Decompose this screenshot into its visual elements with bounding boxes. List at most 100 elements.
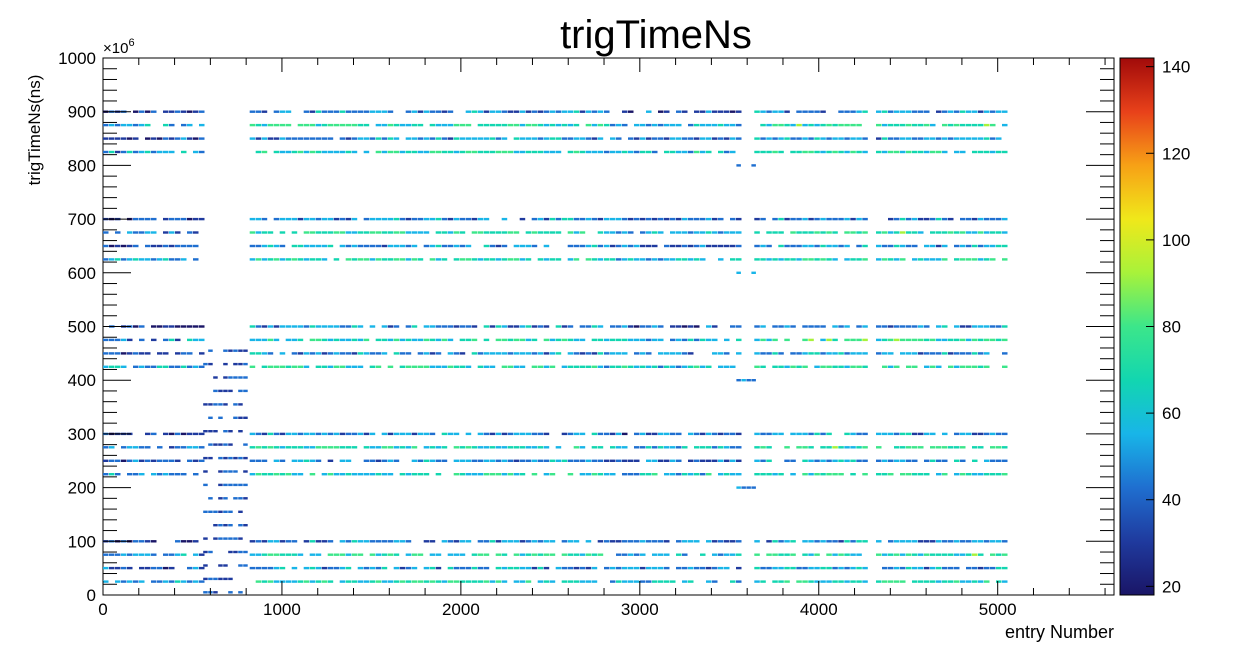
heatmap-cell: [489, 325, 496, 328]
heatmap-cell: [670, 325, 676, 328]
heatmap-cell: [543, 352, 550, 355]
heatmap-cell: [820, 432, 826, 436]
heatmap-cell: [882, 352, 888, 355]
heatmap-cell: [984, 258, 990, 261]
heatmap-cell: [820, 365, 826, 368]
heatmap-cell: [591, 365, 598, 368]
heatmap-cell: [151, 258, 157, 261]
heatmap-cell: [279, 540, 286, 543]
heatmap-cell: [339, 459, 346, 462]
heatmap-cell: [876, 231, 882, 234]
heatmap-cell: [255, 110, 262, 113]
heatmap-cell: [315, 446, 322, 449]
heatmap-cell: [513, 473, 520, 476]
heatmap-cell: [900, 459, 906, 462]
heatmap-cell: [345, 217, 352, 221]
heatmap-cell: [808, 231, 814, 234]
heatmap-cell: [279, 110, 286, 113]
heatmap-cell: [531, 352, 538, 355]
heatmap-cell: [706, 231, 712, 234]
heatmap-cell: [375, 365, 382, 368]
heatmap-cell: [676, 137, 682, 140]
heatmap-cell: [930, 338, 936, 342]
heatmap-cell: [640, 566, 646, 570]
heatmap-cell: [465, 446, 472, 449]
heatmap-cell: [303, 566, 310, 570]
heatmap-cell: [507, 150, 514, 154]
heatmap-cell: [882, 325, 888, 328]
heatmap-cell: [435, 217, 442, 221]
heatmap-cell: [628, 459, 634, 462]
heatmap-cell: [888, 325, 894, 328]
heatmap-cell: [894, 123, 900, 127]
heatmap-cell: [169, 325, 175, 328]
heatmap-cell: [525, 258, 532, 261]
heatmap-cell: [622, 540, 628, 543]
heatmap-cell: [417, 137, 424, 140]
heatmap-cell: [996, 553, 1002, 556]
heatmap-cell: [333, 473, 340, 476]
heatmap-cell: [399, 432, 406, 436]
heatmap-cell: [109, 566, 115, 570]
heatmap-cell: [537, 459, 544, 462]
heatmap-cell: [525, 231, 532, 234]
heatmap-cell: [604, 217, 610, 221]
heatmap-cell: [640, 338, 646, 342]
heatmap-cell: [772, 217, 778, 221]
heatmap-cell: [255, 580, 262, 583]
heatmap-cell: [796, 446, 802, 449]
heatmap-cell: [327, 553, 334, 556]
heatmap-cell: [746, 486, 751, 489]
heatmap-cell: [181, 244, 187, 248]
heatmap-cell: [760, 432, 766, 436]
heatmap-cell: [187, 352, 193, 355]
heatmap-cell: [730, 446, 736, 449]
heatmap-cell: [351, 258, 358, 261]
heatmap-cell: [802, 352, 808, 355]
heatmap-cell: [255, 217, 262, 221]
heatmap-cell: [459, 150, 466, 154]
heatmap-cell: [453, 553, 460, 556]
heatmap-cell: [357, 553, 364, 556]
heatmap-cell: [279, 566, 286, 570]
heatmap-cell: [808, 217, 814, 221]
heatmap-cell: [766, 473, 772, 476]
heatmap-cell: [718, 258, 724, 261]
heatmap-cell: [279, 446, 286, 449]
heatmap-cell: [942, 231, 948, 234]
heatmap-cell: [838, 446, 844, 449]
heatmap-cell: [1002, 365, 1008, 368]
heatmap-cell: [832, 258, 838, 261]
heatmap-cell: [790, 553, 796, 556]
heatmap-cell: [772, 553, 778, 556]
heatmap-cell: [465, 123, 472, 127]
heatmap-cell: [495, 432, 502, 436]
heatmap-cell: [984, 137, 990, 140]
heatmap-cell: [766, 566, 772, 570]
heatmap-cell: [357, 244, 364, 248]
heatmap-cell: [646, 540, 652, 543]
heatmap-cell: [489, 352, 496, 355]
heatmap-cell: [585, 123, 592, 127]
heatmap-cell: [616, 365, 622, 368]
heatmap-cell: [441, 432, 448, 436]
heatmap-cell: [700, 217, 706, 221]
heatmap-cell: [610, 325, 616, 328]
heatmap-cell: [345, 244, 352, 248]
heatmap-cell: [978, 338, 984, 342]
heatmap-cell: [900, 566, 906, 570]
heatmap-cell: [273, 432, 280, 436]
heatmap-cell: [223, 564, 228, 567]
heatmap-cell: [778, 150, 784, 154]
heatmap-cell: [802, 459, 808, 462]
heatmap-cell: [778, 566, 784, 570]
heatmap-cell: [646, 258, 652, 261]
heatmap-cell: [151, 540, 157, 543]
heatmap-cell: [670, 446, 676, 449]
heatmap-cell: [223, 376, 228, 379]
heatmap-cell: [537, 432, 544, 436]
heatmap-cell: [888, 540, 894, 543]
heatmap-cell: [966, 473, 972, 476]
heatmap-cell: [826, 338, 832, 342]
heatmap-cell: [604, 365, 610, 368]
